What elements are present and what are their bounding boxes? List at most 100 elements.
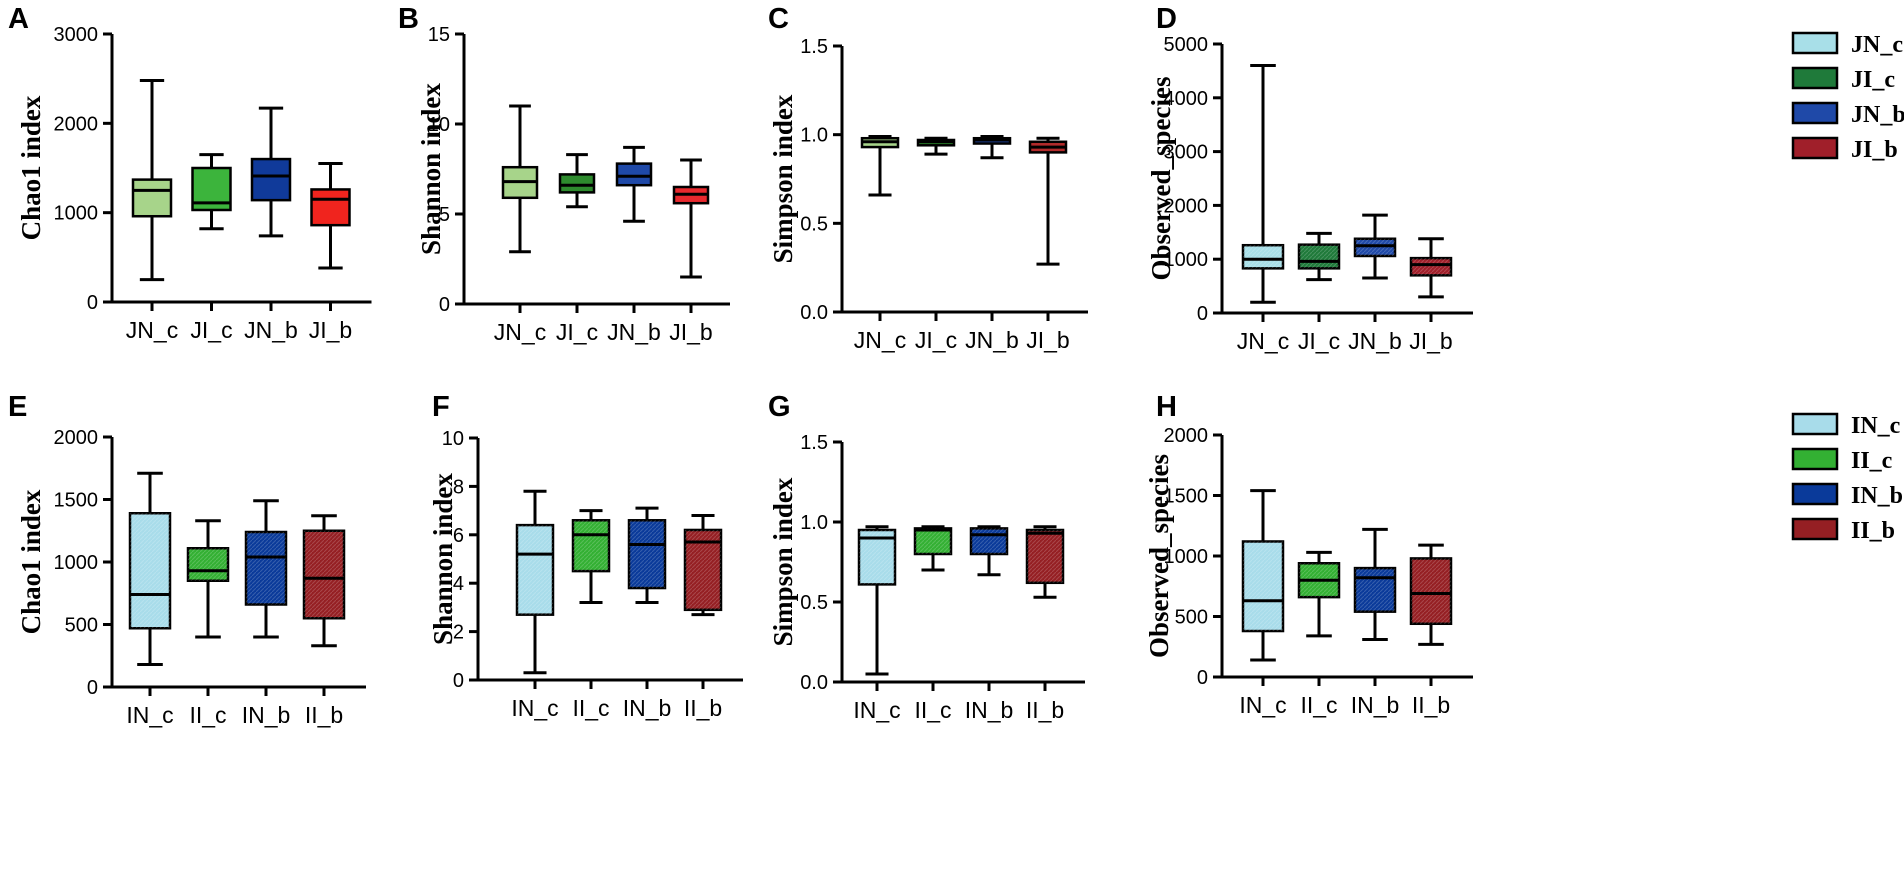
x-tick-label: JN_c — [854, 327, 906, 353]
y-tick-label: 4 — [453, 573, 464, 595]
y-tick-label: 1.5 — [800, 432, 828, 454]
panel-letter: H — [1156, 391, 1177, 423]
y-tick-label: 4000 — [1164, 88, 1209, 110]
panel-letter: E — [8, 391, 27, 423]
x-tick-label: IN_c — [126, 702, 173, 728]
panel-b: B Shannon index 0 5 10 15 JN_c JI_c JN_b JI_b — [398, 3, 730, 345]
box-jn_b — [250, 157, 292, 202]
x-tick-label: II_b — [1412, 692, 1450, 718]
x-tick-label: II_b — [684, 695, 722, 721]
x-tick-label: JN_b — [1348, 328, 1402, 354]
y-tick-label: 500 — [1175, 607, 1208, 629]
panel-a: A Chao1 index 0 1000 2000 3000 JN_c JI_c JN_b JI_… — [8, 3, 372, 343]
y-tick-label: 1500 — [1164, 486, 1209, 508]
box-jn_b — [615, 162, 653, 187]
box-texture — [1299, 244, 1339, 269]
x-tick-label: JN_b — [607, 319, 661, 345]
legend-label: IN_b — [1851, 483, 1903, 509]
y-tick-label: 1000 — [1164, 546, 1209, 568]
x-tick-label: JN_b — [244, 317, 298, 343]
legend-swatch — [1791, 447, 1839, 471]
y-tick-label: 0.5 — [800, 213, 828, 235]
y-tick-label: 2 — [453, 622, 464, 644]
y-axis-title: Simpson index — [768, 477, 798, 646]
box-ji_b — [310, 188, 351, 227]
x-tick-label: II_b — [305, 702, 343, 728]
y-tick-label: 500 — [65, 615, 98, 637]
y-tick-label: 0.5 — [800, 592, 828, 614]
x-tick-label: JN_c — [494, 319, 546, 345]
y-tick-label: 10 — [442, 428, 464, 450]
legend-label: II_c — [1851, 448, 1893, 474]
panel-d: D Observed_species 0 1000 2000 3000 4000 5000 JN… — [1146, 3, 1473, 354]
x-tick-label: JI_b — [1026, 327, 1069, 353]
box-texture — [517, 525, 553, 615]
x-tick-label: JN_b — [965, 327, 1019, 353]
legend-label: JN_b — [1851, 102, 1904, 128]
panel-letter: B — [398, 3, 419, 35]
x-tick-label: JN_c — [1237, 328, 1289, 354]
panel-g: G Simpson index 0.0 0.5 1.0 1.5 IN_c II_c IN_b II… — [768, 391, 1085, 723]
box-texture — [573, 520, 609, 572]
x-tick-label: JI_b — [669, 319, 712, 345]
panel-c: C Simpson index 0.0 0.5 1.0 1.5 JN_c JI_c JN_b JI… — [768, 3, 1088, 353]
box-texture — [971, 528, 1007, 554]
panel-letter: F — [432, 391, 450, 423]
legend-label: IN_c — [1851, 413, 1901, 439]
y-axis-title: Shannon index — [428, 473, 458, 645]
y-tick-label: 5000 — [1164, 34, 1209, 56]
y-tick-label: 3000 — [1164, 142, 1209, 164]
y-tick-label: 2000 — [1164, 195, 1209, 217]
x-tick-label: II_b — [1026, 697, 1064, 723]
legend-label: JI_c — [1851, 67, 1895, 93]
box-texture — [1411, 258, 1451, 276]
panel-letter: C — [768, 3, 789, 35]
y-axis-title: Simpson index — [768, 94, 798, 263]
legend-swatch — [1791, 66, 1839, 90]
box-ji_c — [558, 173, 596, 194]
box-texture — [1411, 558, 1451, 624]
x-tick-label: IN_c — [1239, 692, 1286, 718]
legend-2: IN_c II_c IN_b II_b — [1791, 412, 1903, 544]
x-tick-label: II_c — [914, 697, 951, 723]
x-tick-label: JI_c — [556, 319, 598, 345]
box-texture — [1243, 541, 1283, 632]
box-texture — [246, 532, 286, 605]
y-tick-label: 1000 — [54, 552, 99, 574]
x-tick-label: II_c — [572, 695, 609, 721]
panel-e: E Chao1 index 0 500 1000 1500 2000 IN_c II_c IN_b… — [8, 391, 366, 728]
x-tick-label: JI_c — [190, 317, 232, 343]
y-tick-label: 0 — [1197, 303, 1208, 325]
legend-swatch — [1791, 482, 1839, 506]
y-tick-label: 1.0 — [800, 512, 828, 534]
x-tick-label: IN_c — [853, 697, 900, 723]
legend-swatch — [1791, 136, 1839, 160]
y-tick-label: 0.0 — [800, 302, 828, 324]
x-tick-label: IN_b — [242, 702, 291, 728]
box-texture — [304, 530, 344, 619]
panel-h: H Observed_species 0 500 1000 1500 2000 IN_c II_… — [1144, 391, 1473, 718]
panel-letter: A — [8, 3, 29, 35]
x-tick-label: JI_b — [1409, 328, 1452, 354]
box-texture — [629, 520, 665, 589]
y-tick-label: 0 — [87, 677, 98, 699]
box-texture — [130, 513, 170, 629]
x-tick-label: II_c — [189, 702, 226, 728]
x-tick-label: IN_b — [623, 695, 672, 721]
box-texture — [915, 528, 951, 554]
y-tick-label: 1.5 — [800, 36, 828, 58]
y-tick-label: 8 — [453, 476, 464, 498]
x-tick-label: JI_c — [1298, 328, 1340, 354]
y-tick-label: 1.0 — [800, 125, 828, 147]
legend-swatch — [1791, 517, 1839, 541]
y-tick-label: 2000 — [54, 113, 99, 135]
legend-label: JI_b — [1851, 137, 1898, 163]
y-axis-title: Observed_species — [1146, 77, 1176, 281]
y-tick-label: 15 — [428, 24, 450, 46]
box-jn_c — [131, 178, 173, 218]
y-axis-title: Chao1 index — [16, 489, 46, 634]
y-tick-label: 3000 — [54, 24, 99, 46]
y-tick-label: 1000 — [54, 203, 99, 225]
box-texture — [1027, 530, 1063, 583]
